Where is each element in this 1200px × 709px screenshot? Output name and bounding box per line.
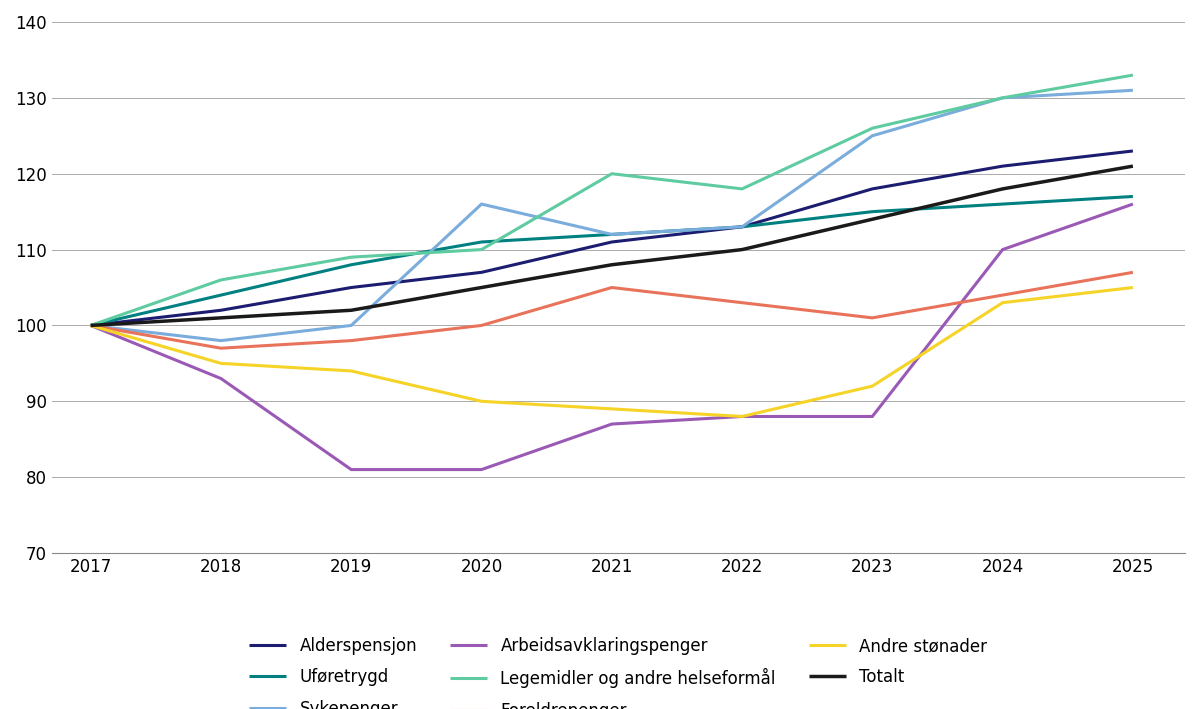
- Foreldrepenger: [214, 344, 228, 352]
- Foreldrepenger: [1126, 268, 1140, 277]
- Foreldrepenger: [734, 298, 749, 307]
- Arbeidsavklaringspenger: [214, 374, 228, 383]
- Arbeidsavklaringspenger: [84, 321, 98, 330]
- Alderspensjon: [996, 162, 1010, 170]
- Andre stønader: [605, 405, 619, 413]
- Sykepenger: [734, 223, 749, 231]
- Arbeidsavklaringspenger: [605, 420, 619, 428]
- Andre stønader: [344, 367, 359, 375]
- Line: Andre stønader: Andre stønader: [91, 288, 1133, 416]
- Alderspensjon: [865, 184, 880, 193]
- Totalt: [996, 184, 1010, 193]
- Andre stønader: [84, 321, 98, 330]
- Legemidler og andre helseformål: [1126, 71, 1140, 79]
- Sykepenger: [1126, 86, 1140, 94]
- Foreldrepenger: [344, 336, 359, 345]
- Arbeidsavklaringspenger: [474, 465, 488, 474]
- Alderspensjon: [214, 306, 228, 315]
- Uføretrygd: [84, 321, 98, 330]
- Legemidler og andre helseformål: [474, 245, 488, 254]
- Totalt: [605, 260, 619, 269]
- Sykepenger: [214, 336, 228, 345]
- Totalt: [734, 245, 749, 254]
- Foreldrepenger: [84, 321, 98, 330]
- Uføretrygd: [474, 238, 488, 246]
- Uføretrygd: [734, 223, 749, 231]
- Line: Foreldrepenger: Foreldrepenger: [91, 272, 1133, 348]
- Uføretrygd: [865, 208, 880, 216]
- Sykepenger: [344, 321, 359, 330]
- Andre stønader: [214, 359, 228, 368]
- Legemidler og andre helseformål: [84, 321, 98, 330]
- Andre stønader: [996, 298, 1010, 307]
- Line: Sykepenger: Sykepenger: [91, 90, 1133, 340]
- Arbeidsavklaringspenger: [344, 465, 359, 474]
- Totalt: [214, 313, 228, 322]
- Arbeidsavklaringspenger: [996, 245, 1010, 254]
- Legemidler og andre helseformål: [344, 253, 359, 262]
- Line: Totalt: Totalt: [91, 166, 1133, 325]
- Totalt: [1126, 162, 1140, 170]
- Uføretrygd: [1126, 192, 1140, 201]
- Foreldrepenger: [474, 321, 488, 330]
- Uføretrygd: [605, 230, 619, 239]
- Foreldrepenger: [865, 313, 880, 322]
- Uføretrygd: [344, 260, 359, 269]
- Alderspensjon: [84, 321, 98, 330]
- Totalt: [865, 215, 880, 223]
- Line: Legemidler og andre helseformål: Legemidler og andre helseformål: [91, 75, 1133, 325]
- Uføretrygd: [996, 200, 1010, 208]
- Andre stønader: [474, 397, 488, 406]
- Sykepenger: [84, 321, 98, 330]
- Alderspensjon: [474, 268, 488, 277]
- Totalt: [344, 306, 359, 315]
- Andre stønader: [1126, 284, 1140, 292]
- Legemidler og andre helseformål: [214, 276, 228, 284]
- Andre stønader: [734, 412, 749, 420]
- Legemidler og andre helseformål: [996, 94, 1010, 102]
- Arbeidsavklaringspenger: [734, 412, 749, 420]
- Alderspensjon: [1126, 147, 1140, 155]
- Legemidler og andre helseformål: [865, 124, 880, 133]
- Sykepenger: [605, 230, 619, 239]
- Alderspensjon: [734, 223, 749, 231]
- Legemidler og andre helseformål: [605, 169, 619, 178]
- Line: Alderspensjon: Alderspensjon: [91, 151, 1133, 325]
- Foreldrepenger: [996, 291, 1010, 299]
- Legend: Alderspensjon, Uføretrygd, Sykepenger, Arbeidsavklaringspenger, Legemidler og an: Alderspensjon, Uføretrygd, Sykepenger, A…: [242, 630, 994, 709]
- Line: Arbeidsavklaringspenger: Arbeidsavklaringspenger: [91, 204, 1133, 469]
- Arbeidsavklaringspenger: [865, 412, 880, 420]
- Totalt: [474, 284, 488, 292]
- Alderspensjon: [605, 238, 619, 246]
- Sykepenger: [996, 94, 1010, 102]
- Sykepenger: [474, 200, 488, 208]
- Alderspensjon: [344, 284, 359, 292]
- Uføretrygd: [214, 291, 228, 299]
- Arbeidsavklaringspenger: [1126, 200, 1140, 208]
- Line: Uføretrygd: Uføretrygd: [91, 196, 1133, 325]
- Foreldrepenger: [605, 284, 619, 292]
- Legemidler og andre helseformål: [734, 184, 749, 193]
- Andre stønader: [865, 382, 880, 391]
- Sykepenger: [865, 132, 880, 140]
- Totalt: [84, 321, 98, 330]
